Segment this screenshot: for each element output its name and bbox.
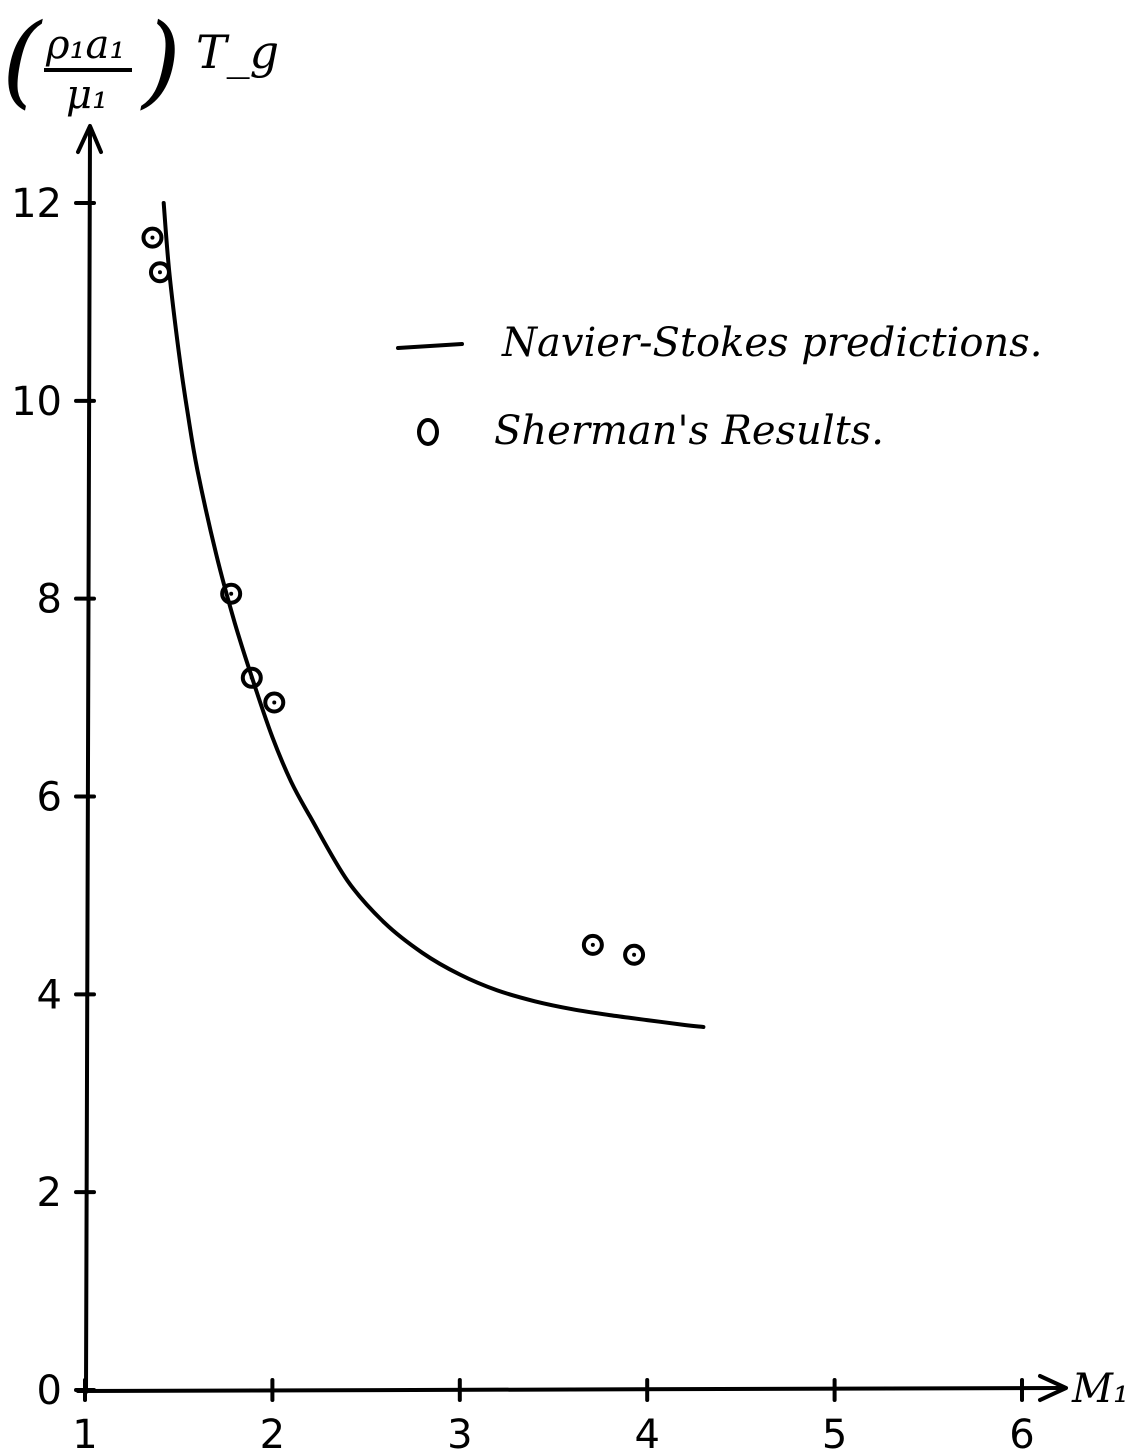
sherman-data-point-center: [157, 270, 162, 275]
sherman-data-point: [148, 261, 171, 284]
sherman-data-point-center: [150, 235, 155, 240]
sherman-data-point-center: [590, 942, 595, 947]
y-label-denominator: μ₁: [66, 72, 108, 118]
x-axis-label: M₁: [1071, 1366, 1126, 1412]
sherman-data-point: [623, 943, 646, 966]
sherman-data-point-center: [249, 675, 254, 680]
y-tick-label: 12: [11, 181, 62, 227]
y-axis-line: [84, 126, 92, 1394]
series-navier-stokes: [161, 201, 706, 1029]
y-tick-label: 6: [37, 775, 62, 821]
series-sherman: [141, 226, 646, 966]
x-axis-line: [76, 1386, 1064, 1393]
axes: M₁: [76, 124, 1126, 1412]
legend: Navier-Stokes predictions. Sherman's Res…: [396, 320, 1042, 454]
y-tick-label: 8: [37, 577, 62, 623]
x-tick-label: 4: [634, 1412, 659, 1454]
y-label-numerator: ρ₁a₁: [45, 22, 125, 68]
sherman-data-point-center: [272, 700, 277, 705]
navier-stokes-curve: [161, 201, 706, 1029]
sherman-data-point: [581, 933, 604, 956]
x-tick-label: 1: [72, 1412, 97, 1454]
x-tick-label: 5: [822, 1412, 847, 1454]
x-tick-label: 2: [260, 1412, 285, 1454]
y-tick-label: 2: [37, 1170, 62, 1216]
y-label-left-paren: (: [2, 2, 43, 119]
x-tick-label: 6: [1009, 1412, 1034, 1454]
sherman-data-point-center: [229, 591, 234, 596]
sherman-data-point: [220, 582, 243, 605]
y-label-suffix: T_g: [196, 25, 279, 79]
y-axis-arrow: [76, 124, 103, 154]
sherman-data-point-center: [632, 952, 637, 957]
x-tick-label: 3: [447, 1412, 472, 1454]
legend-line-swatch: [396, 342, 464, 350]
legend-label-navier-stokes: Navier-Stokes predictions.: [501, 320, 1042, 366]
y-tick-label: 4: [37, 972, 62, 1018]
y-tick-label: 0: [37, 1368, 62, 1414]
sherman-data-point: [263, 691, 286, 714]
sherman-data-point: [141, 226, 164, 249]
y-tick-label: 10: [11, 379, 62, 425]
x-axis-arrow: [1038, 1374, 1068, 1402]
y-label-right-paren: ): [140, 2, 181, 119]
sherman-data-point: [240, 666, 263, 689]
legend-marker-swatch: [417, 418, 439, 446]
y-axis-label: ( ρ₁a₁ μ₁ ) T_g: [2, 2, 279, 119]
legend-label-sherman: Sherman's Results.: [494, 408, 884, 454]
